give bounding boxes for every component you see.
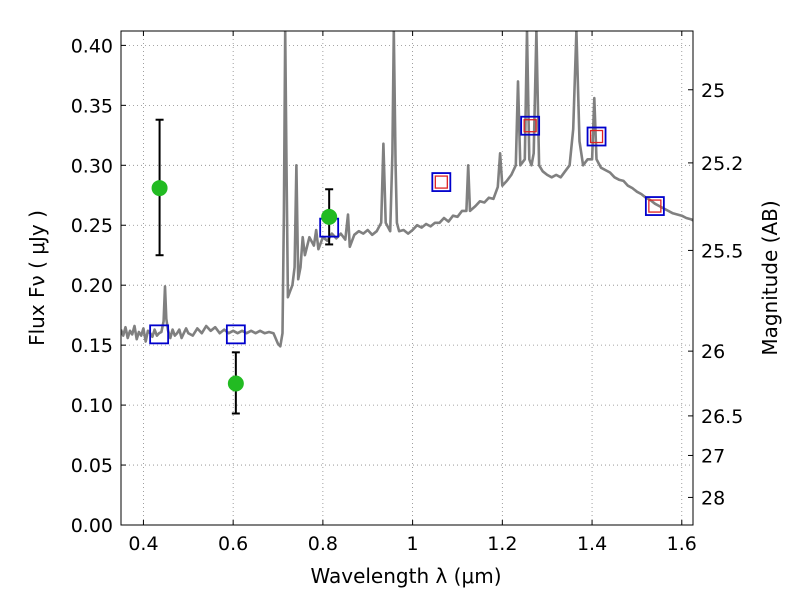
model-square [225, 324, 246, 345]
ticks: 0.4 0.6 0.8 1 1.2 1.4 1.6 0.00 0.05 0.10 0.15 0.20 0… [71, 31, 743, 555]
y-axis-label: Flux Fν ( μJy ) [25, 210, 49, 346]
plot-frame [120, 30, 694, 526]
y-tick-label: 0.30 [71, 155, 113, 177]
y-tick-label: 0.35 [71, 95, 113, 117]
model-square [149, 324, 170, 345]
y-tick-label: 0.25 [71, 215, 113, 237]
x-tick-label: 0.8 [308, 533, 338, 555]
y-tick-label: 0.10 [71, 395, 113, 417]
y-tick-label: 0.15 [71, 335, 113, 357]
x-tick-label: 1 [407, 533, 419, 555]
y2-tick-label: 28 [701, 487, 725, 509]
x-axis-label: Wavelength λ (μm) [310, 564, 501, 588]
inner-square [589, 129, 604, 144]
x-tick-label: 1.6 [667, 533, 697, 555]
inner-square [523, 119, 537, 133]
x-tick-label: 0.6 [218, 533, 248, 555]
data-layer [121, 31, 693, 415]
y-tick-label: 0.05 [71, 455, 113, 477]
y2-tick-label: 25 [701, 80, 725, 102]
x-tick-label: 0.4 [128, 533, 158, 555]
y2-tick-label: 26 [701, 341, 725, 363]
observed-point [151, 180, 168, 197]
y2-tick-label: 25.5 [701, 240, 743, 262]
plot-background [121, 31, 693, 525]
y-tick-label: 0.00 [71, 515, 113, 537]
x-tick-label: 1.4 [577, 533, 607, 555]
observed-point [227, 375, 244, 392]
y2-tick-label: 26.5 [701, 406, 743, 428]
y-tick-label: 0.40 [71, 35, 113, 57]
inner-square [434, 175, 448, 189]
observed-point [321, 208, 338, 225]
model-square [644, 196, 665, 216]
model-square [586, 126, 607, 147]
y2-tick-label: 25.2 [701, 153, 743, 175]
y2-tick-label: 27 [701, 445, 725, 467]
x-tick-label: 1.2 [487, 533, 517, 555]
y-tick-label: 0.20 [71, 275, 113, 297]
model-square [431, 172, 452, 192]
model-square [520, 115, 541, 136]
inner-square [648, 199, 662, 213]
y2-axis-label: Magnitude (AB) [758, 200, 782, 355]
spectrum-line [121, 31, 693, 348]
